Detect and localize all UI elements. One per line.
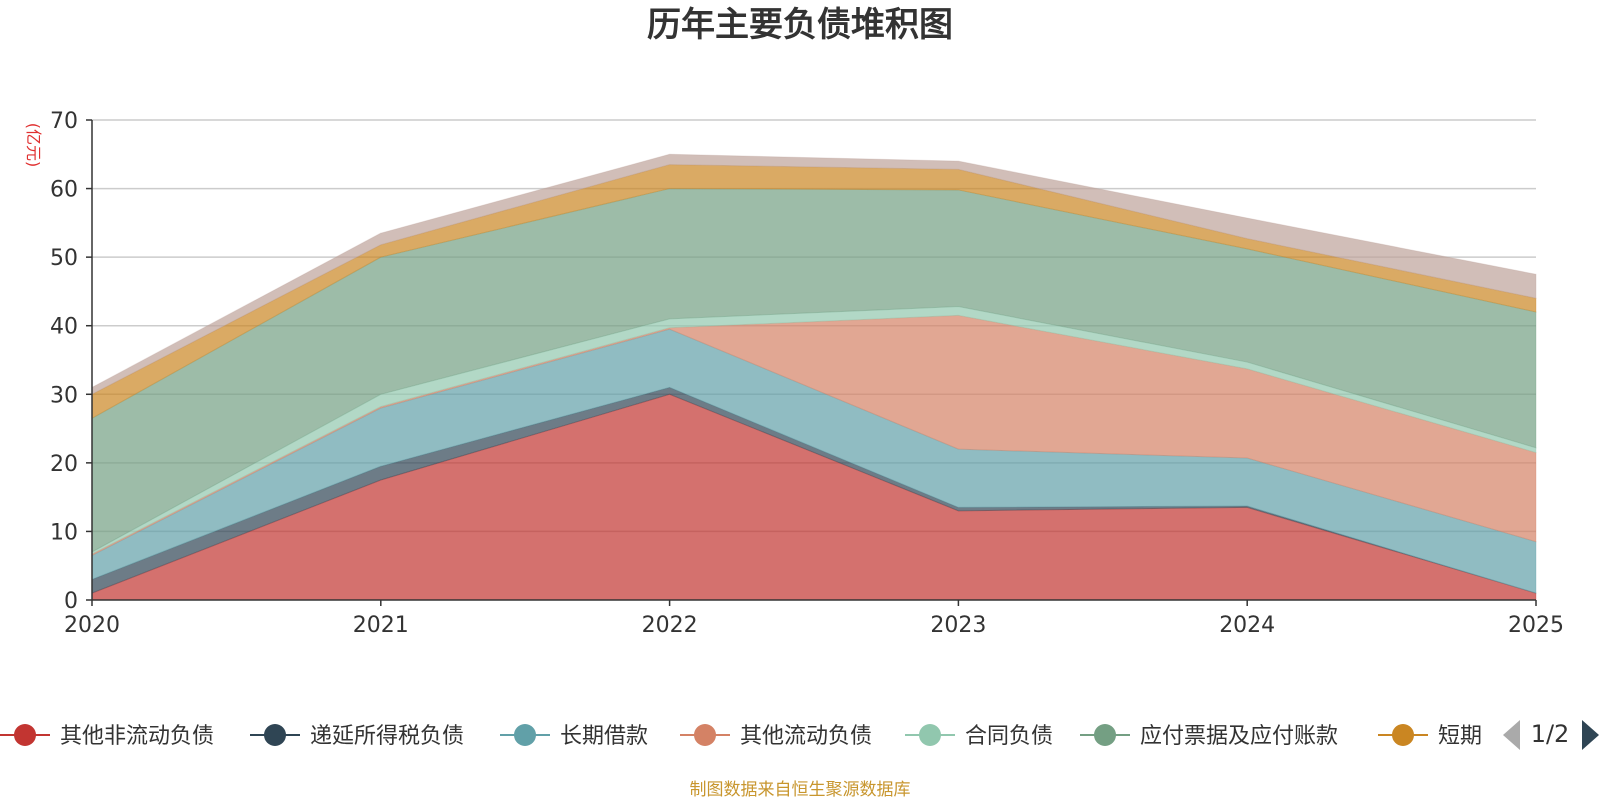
x-tick-label: 2023: [930, 613, 986, 638]
legend-label: 其他流动负债: [740, 724, 872, 749]
legend-item-1[interactable]: 递延所得税负债: [250, 724, 464, 749]
area-series-2[interactable]: [91, 328, 1537, 594]
legend-marker-icon: [1094, 724, 1116, 746]
area-series-7[interactable]: [91, 153, 1537, 396]
legend-marker-icon: [694, 724, 716, 746]
legend-label: 长期借款: [560, 724, 648, 749]
legend-item-3[interactable]: 其他流动负债: [680, 724, 872, 749]
source-note: 制图数据来自恒生聚源数据库: [690, 780, 911, 800]
legend[interactable]: 其他非流动负债 递延所得税负债 长期借款 其他流动负债 合同负债 应付票据及应付账款 短期: [0, 724, 1482, 749]
y-tick-label: 30: [50, 383, 78, 408]
legend-marker-icon: [14, 724, 36, 746]
y-tick-label: 10: [50, 520, 78, 545]
legend-page-indicator: 1/2: [1531, 720, 1570, 748]
legend-marker-icon: [264, 724, 286, 746]
y-axis-unit: (亿元): [24, 123, 43, 168]
legend-marker-icon: [514, 724, 536, 746]
y-tick-label: 70: [50, 109, 78, 134]
legend-item-6[interactable]: 短期: [1378, 724, 1482, 749]
legend-marker-icon: [919, 724, 941, 746]
legend-label: 短期: [1438, 724, 1482, 749]
legend-label: 其他非流动负债: [60, 724, 214, 749]
legend-label: 递延所得税负债: [310, 724, 464, 749]
legend-item-5[interactable]: 应付票据及应付账款: [1080, 724, 1338, 749]
x-tick-label: 2020: [64, 613, 120, 638]
y-tick-label: 40: [50, 315, 78, 340]
y-tick-label: 0: [64, 589, 78, 614]
legend-label: 应付票据及应付账款: [1140, 724, 1338, 749]
y-tick-label: 50: [50, 246, 78, 271]
x-tick-label: 2024: [1219, 613, 1275, 638]
y-tick-label: 60: [50, 178, 78, 203]
x-tick-label: 2021: [353, 613, 409, 638]
chart-title: 历年主要负债堆积图: [647, 5, 953, 45]
legend-next-page-icon[interactable]: [1582, 720, 1599, 750]
legend-marker-icon: [1392, 724, 1414, 746]
x-tick-label: 2025: [1508, 613, 1564, 638]
area-series: [91, 153, 1537, 601]
area-series-1[interactable]: [91, 386, 1537, 594]
legend-item-4[interactable]: 合同负债: [905, 724, 1053, 749]
axes: 0 10 20 30 40 50 60 70 2020 2021 2022 2023 2024 2025: [50, 109, 1564, 638]
legend-item-0[interactable]: 其他非流动负债: [0, 724, 214, 749]
y-tick-label: 20: [50, 452, 78, 477]
legend-pager: 1/2: [1503, 720, 1599, 750]
x-tick-label: 2022: [642, 613, 698, 638]
legend-item-2[interactable]: 长期借款: [500, 724, 648, 749]
legend-prev-page-icon[interactable]: [1503, 720, 1520, 750]
legend-label: 合同负债: [965, 724, 1053, 749]
